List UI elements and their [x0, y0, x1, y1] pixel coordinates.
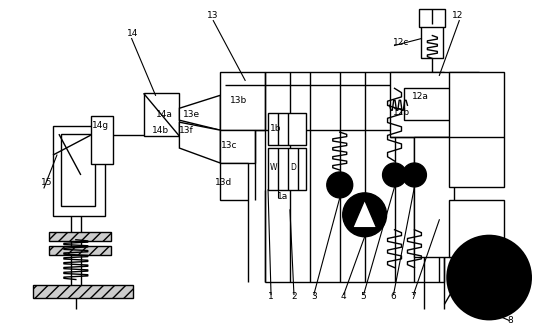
Text: 13e: 13e — [184, 110, 200, 119]
Circle shape — [327, 172, 353, 198]
Text: 7: 7 — [410, 292, 416, 301]
Text: 12a: 12a — [412, 92, 428, 101]
Bar — [61, 134, 95, 206]
Text: 12: 12 — [452, 11, 464, 20]
Bar — [33, 285, 133, 298]
Text: 5: 5 — [361, 292, 366, 301]
Text: 4: 4 — [340, 292, 347, 301]
Text: 13f: 13f — [179, 126, 194, 135]
Text: 14g: 14g — [92, 121, 109, 130]
Circle shape — [382, 163, 407, 187]
Text: 14b: 14b — [152, 126, 169, 135]
Bar — [220, 72, 265, 130]
Bar — [449, 200, 504, 257]
Text: 1: 1 — [268, 292, 274, 301]
Bar — [419, 9, 445, 27]
Polygon shape — [179, 122, 220, 163]
Bar — [49, 232, 111, 241]
Text: 13b: 13b — [230, 96, 248, 105]
Text: 1b: 1b — [270, 124, 282, 133]
Text: 2: 2 — [291, 292, 297, 301]
Bar — [268, 148, 306, 190]
Circle shape — [482, 237, 496, 251]
Text: 14a: 14a — [156, 110, 172, 119]
Circle shape — [447, 236, 531, 320]
Text: 15: 15 — [41, 178, 53, 187]
Bar — [49, 246, 111, 255]
Text: 3: 3 — [311, 292, 316, 301]
Text: W: W — [270, 164, 278, 172]
Bar — [414, 137, 454, 257]
Text: 6: 6 — [390, 292, 396, 301]
Text: 8: 8 — [507, 316, 513, 325]
Bar — [91, 116, 113, 164]
Text: 1a: 1a — [277, 193, 288, 201]
Text: 14: 14 — [127, 29, 138, 38]
Polygon shape — [353, 200, 376, 228]
Bar — [268, 113, 306, 145]
Text: 13d: 13d — [215, 178, 232, 187]
Bar — [220, 130, 255, 163]
Text: D: D — [290, 164, 296, 172]
Polygon shape — [179, 95, 220, 130]
Text: 13: 13 — [207, 11, 219, 20]
Circle shape — [343, 193, 386, 237]
Bar — [53, 126, 105, 216]
Bar — [390, 72, 479, 137]
Bar — [422, 24, 444, 58]
Text: 12c: 12c — [393, 38, 409, 47]
Text: 13c: 13c — [221, 140, 238, 150]
Bar — [143, 93, 179, 136]
Text: 12b: 12b — [393, 108, 410, 117]
Circle shape — [403, 163, 426, 187]
Bar — [449, 72, 504, 187]
Bar — [220, 163, 248, 200]
Bar — [404, 88, 464, 120]
